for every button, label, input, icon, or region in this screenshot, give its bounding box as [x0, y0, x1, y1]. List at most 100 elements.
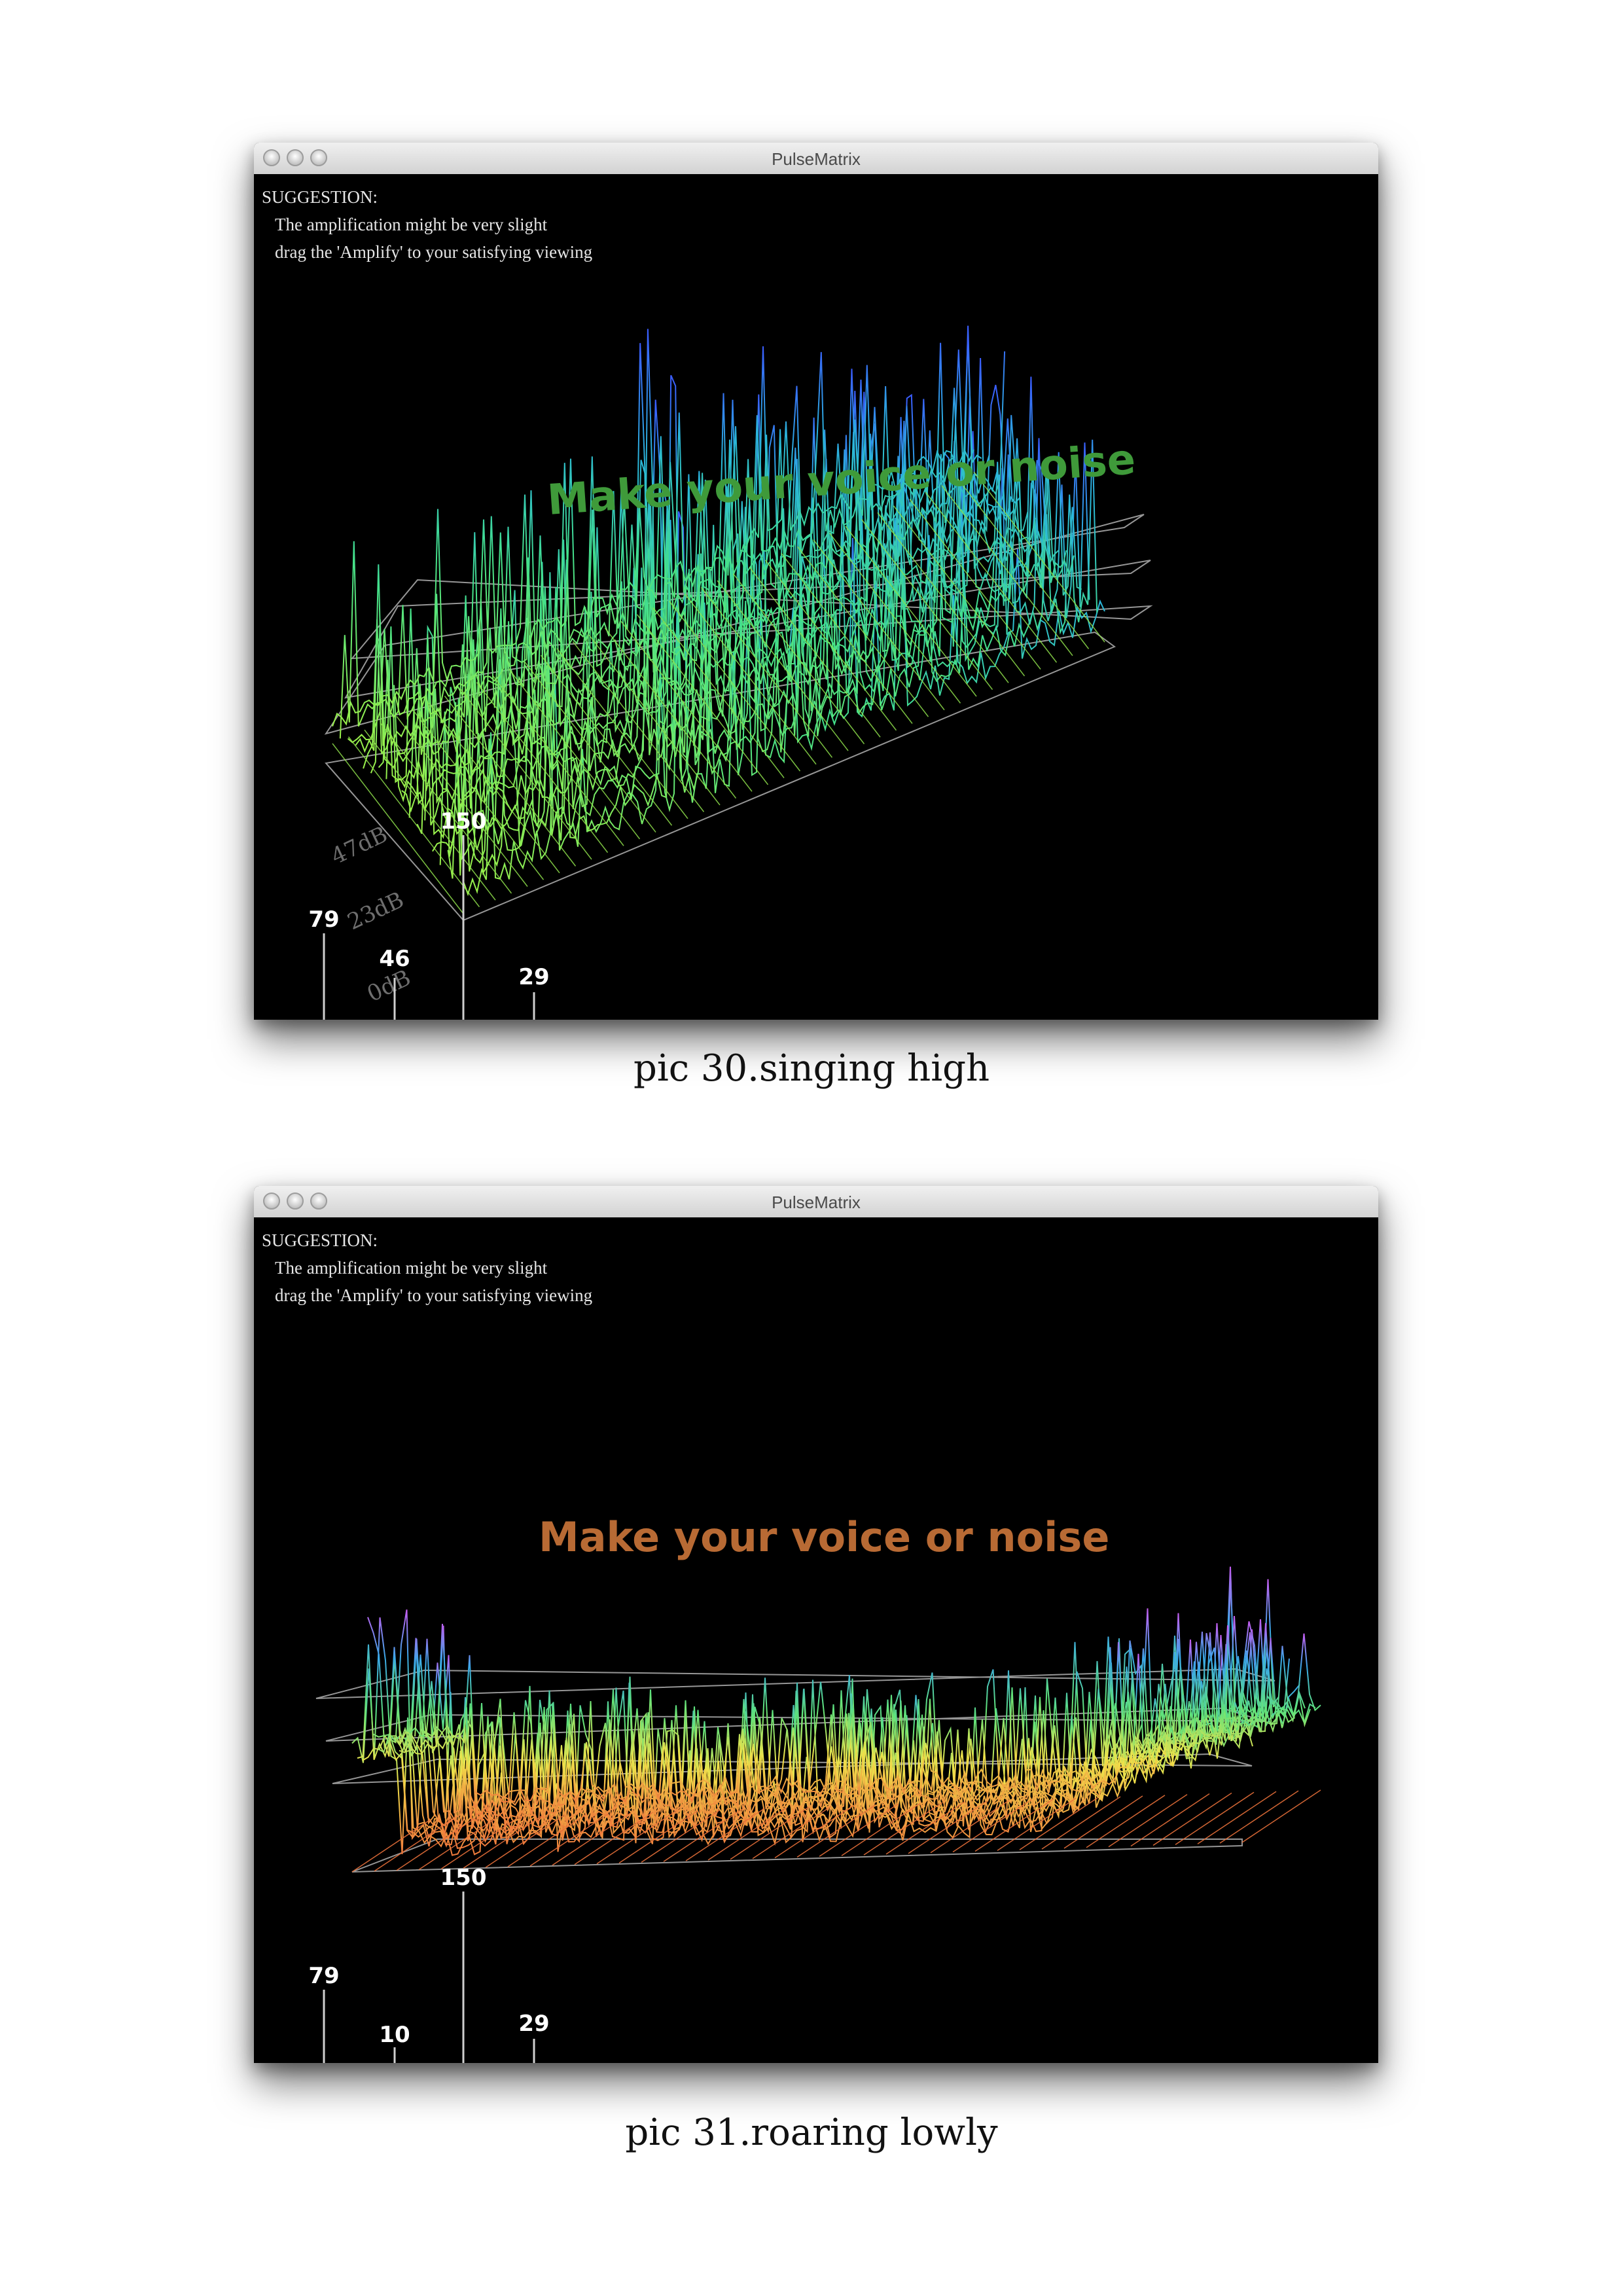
mesh-line	[385, 384, 1029, 789]
figure-caption-1: pic 30.singing high	[633, 1047, 990, 1090]
floor-line	[885, 1801, 965, 1855]
mesh-line	[404, 1625, 1295, 1824]
floor-line	[1108, 1794, 1188, 1848]
floor-line	[508, 668, 641, 840]
floor-line	[1019, 1797, 1099, 1850]
suggestion-text: SUGGESTION: The amplification might be v…	[262, 183, 592, 266]
marker-150: 150	[440, 808, 487, 834]
floor-line	[418, 1817, 498, 1871]
suggestion-text: SUGGESTION: The amplification might be v…	[262, 1227, 592, 1309]
banner-text: Make your voice or noise	[539, 1513, 1109, 1561]
mesh-line	[355, 390, 998, 753]
axis-label-23db: 23dB	[344, 887, 408, 935]
window-title: PulseMatrix	[772, 1193, 861, 1212]
floor-line	[540, 655, 673, 826]
floor-line	[997, 1797, 1077, 1851]
floor-line	[618, 1810, 698, 1864]
floor-line	[957, 478, 1090, 649]
floor-line	[974, 1798, 1054, 1852]
marker-lines	[323, 835, 535, 1020]
floor-line	[730, 1806, 810, 1860]
floor-line	[732, 573, 865, 745]
floor-line	[641, 1809, 721, 1863]
floor-line	[574, 1812, 654, 1865]
floor-line	[444, 695, 577, 867]
floor-mesh	[351, 1789, 1321, 1873]
floor-line	[636, 614, 769, 785]
zoom-button[interactable]	[310, 1193, 327, 1210]
mesh-line	[432, 329, 1075, 852]
floor-line	[529, 1813, 609, 1867]
floor-line	[685, 594, 817, 765]
floor-line	[707, 1807, 787, 1861]
floor-line	[781, 553, 913, 724]
pulsematrix-window-2: PulseMatrix	[254, 1186, 1378, 2063]
floor-line	[620, 620, 753, 792]
floor-line	[877, 512, 1009, 683]
suggestion-line-2: drag the 'Amplify' to your satisfying vi…	[275, 242, 593, 262]
suggestion-heading: SUGGESTION:	[262, 187, 378, 207]
waveform-mesh	[351, 1566, 1321, 1856]
visualization-canvas[interactable]: Make your voice or noise 79 10 150 29 SU…	[254, 1217, 1378, 2063]
minimize-button[interactable]	[287, 1193, 304, 1210]
spectrum-3d-plot: Make your voice or noise 79 10 150 29	[308, 1513, 1321, 2063]
floor-line	[893, 505, 1026, 677]
suggestion-line-2: drag the 'Amplify' to your satisfying vi…	[275, 1285, 593, 1305]
floor-line	[364, 729, 496, 901]
floor-line	[1241, 1789, 1321, 1843]
floor-line	[351, 1819, 431, 1873]
mesh-line	[430, 1633, 1321, 1804]
close-button[interactable]	[263, 149, 280, 166]
floor-line	[588, 634, 721, 806]
zoom-button[interactable]	[310, 149, 327, 166]
floor-line	[819, 1803, 899, 1857]
floor-line	[1086, 1795, 1166, 1848]
floor-line	[909, 499, 1041, 670]
suggestion-line-1: The amplification might be very slight	[275, 1258, 548, 1278]
suggestion-heading: SUGGESTION:	[262, 1230, 378, 1250]
marker-29: 29	[518, 964, 549, 990]
floor-line	[604, 628, 737, 799]
floor-line	[460, 689, 592, 860]
marker-lines	[323, 1892, 535, 2063]
mesh-line	[388, 1615, 1279, 1833]
waveform-mesh	[332, 325, 1105, 897]
minimize-button[interactable]	[287, 149, 304, 166]
marker-10: 10	[379, 2022, 410, 2048]
floor-line	[717, 580, 849, 751]
floor-line	[925, 492, 1058, 663]
floor-line	[845, 526, 977, 697]
floor-line	[476, 682, 609, 853]
marker-79: 79	[308, 906, 339, 933]
floor-line	[428, 702, 560, 874]
floor-line	[796, 1804, 876, 1858]
mesh-line	[425, 1635, 1316, 1812]
floor-line	[908, 1801, 988, 1854]
floor-line	[930, 1800, 1010, 1854]
floor-line	[796, 546, 929, 717]
window-title: PulseMatrix	[772, 149, 861, 169]
floor-line	[829, 532, 961, 704]
visualization-canvas[interactable]: Make your voice or noise 0dB 23dB 47dB 7…	[254, 174, 1378, 1020]
floor-line	[668, 600, 801, 772]
marker-29: 29	[518, 2011, 549, 2037]
title-bar: PulseMatrix	[254, 1186, 1378, 1218]
floor-line	[412, 709, 544, 880]
floor-line	[596, 1811, 676, 1865]
floor-line	[507, 1814, 587, 1867]
figure-caption-2: pic 31.roaring lowly	[625, 2111, 998, 2154]
floor-mesh	[332, 471, 1105, 914]
mesh-line	[347, 368, 990, 744]
floor-line	[861, 519, 993, 691]
mesh-line	[393, 357, 1037, 802]
floor-line	[556, 648, 688, 819]
floor-line	[524, 662, 656, 833]
floor-line	[348, 736, 480, 908]
floor-line	[774, 1805, 854, 1859]
floor-line	[700, 586, 833, 758]
floor-line	[485, 1814, 565, 1868]
close-button[interactable]	[263, 1193, 280, 1210]
spectrum-3d-plot: Make your voice or noise 0dB 23dB 47dB 7…	[308, 325, 1153, 1020]
floor-line	[1219, 1790, 1299, 1844]
floor-line	[685, 1808, 765, 1861]
